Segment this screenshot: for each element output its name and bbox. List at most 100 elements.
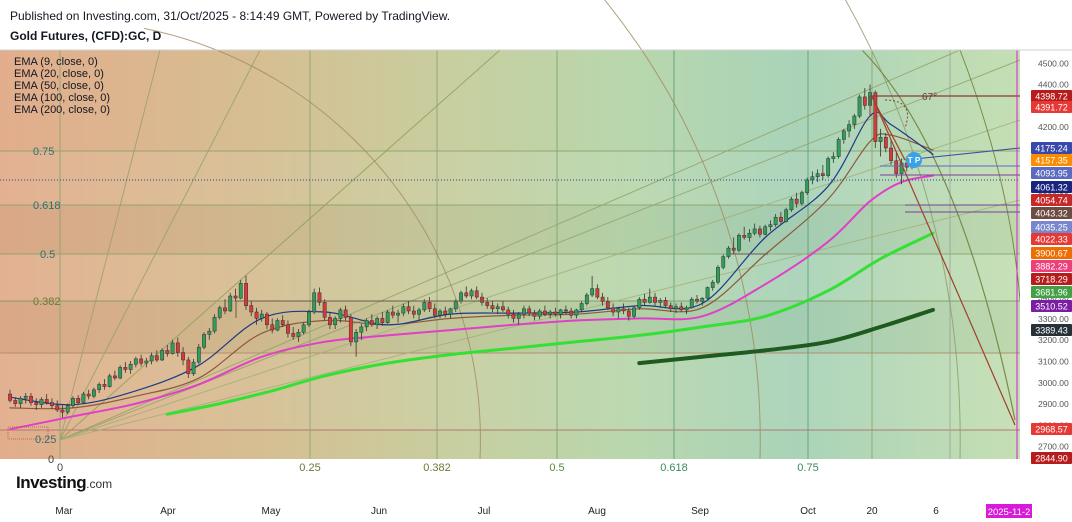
candle-body [600,296,605,302]
fib-band [0,353,1020,430]
y-tick-label: 4200.00 [1038,122,1069,132]
candle-body [611,307,616,313]
candle-body [165,350,170,354]
candle-body [118,367,123,379]
tp-marker-label: T P [908,156,921,165]
fib-band [0,254,1020,301]
legend-ema-9[interactable]: EMA (9, close, 0) [14,56,98,68]
downtrend-line [871,95,1016,426]
candle-body [149,355,154,362]
candle-body [847,124,851,132]
candle-body [212,317,217,332]
candle-body [191,361,196,375]
y-tick-label: 4500.00 [1038,58,1069,68]
candle-body [716,267,720,283]
candle-body [39,399,44,405]
candle-body [469,290,474,297]
candle-body [175,342,180,353]
candle-body [794,198,799,204]
candle-body [663,300,668,306]
candle-body [695,298,699,302]
fib-arc [143,27,481,460]
candle-body [464,292,469,297]
candle-body [490,305,495,310]
candle-body [516,313,521,319]
candle-body [29,395,33,403]
candle-body [97,384,102,390]
investing-logo[interactable]: Investing.com [16,473,112,493]
candle-body [773,216,778,225]
candle-body [286,324,290,334]
candle-body [244,283,248,306]
price-tag-label: 3718.29 [1035,275,1068,285]
candle-body [448,308,453,315]
candle-body [60,409,65,413]
price-tag-label: 3681.96 [1035,288,1068,298]
fib-label-bottom: 0.618 [660,462,688,474]
candle-body [700,297,705,302]
candle-body [296,332,301,337]
candle-body [50,402,54,406]
candle-body [432,308,437,316]
candle-body [459,292,463,302]
legend-ema-20[interactable]: EMA (20, close, 0) [14,68,104,80]
candle-body [548,311,553,315]
indicator-legend: EMA (9, close, 0) EMA (20, close, 0) EMA… [14,56,110,116]
legend-ema-100[interactable]: EMA (100, close, 0) [14,92,110,104]
candle-body [275,320,280,331]
fib-label-bottom: 0 [57,462,63,474]
fib-labels: 0.75 0.618 0.5 0.382 0.25 00 0.25 0.382 0.5 0.618… [33,146,819,474]
candle-body [480,296,484,303]
y-tick-label: 3300.00 [1038,314,1069,324]
fib-fan-ray [59,59,1021,441]
price-tag-label: 2844.90 [1035,454,1068,464]
candle-body [747,232,752,238]
price-tag-label: 3389.43 [1035,326,1068,336]
x-tick-label: Jul [478,506,491,517]
fib-band [0,205,1020,254]
candle-body [123,367,128,370]
logo-domain: .com [86,477,113,491]
ema-200-line [637,307,935,366]
y-tick-label: 4400.00 [1038,80,1069,90]
candle-body [820,173,825,176]
candle-body [343,309,348,318]
candle-body [139,358,144,364]
fib-label-bottom: 0.382 [423,462,451,474]
candle-body [13,400,18,404]
candle-body [396,312,400,316]
candle-body [474,290,479,298]
candle-body [495,306,500,310]
candle-body [637,298,642,308]
candle-body [317,292,322,303]
legend-ema-200[interactable]: EMA (200, close, 0) [14,104,110,116]
candle-body [511,313,516,319]
candle-body [18,398,23,404]
fib-label-left: 0.5 [40,249,55,261]
y-tick-label: 2900.00 [1038,399,1069,409]
candle-body [265,313,269,326]
candle-body [721,256,726,268]
legend-ema-50[interactable]: EMA (50, close, 0) [14,80,104,92]
price-tag-label: 3900.67 [1035,249,1068,259]
candle-body [883,137,888,149]
candle-body [841,130,846,140]
fib-arc [844,0,961,460]
price-tag-label: 4054.74 [1035,196,1068,206]
x-axis-background [0,459,1072,522]
tp-marker [906,152,922,168]
fib-fan-ray [59,199,1021,441]
candle-body [595,288,600,298]
candle-body [889,147,893,162]
candle-body [789,198,794,211]
candle-body [836,139,841,157]
candle-body [186,359,191,374]
candle-body [689,298,694,308]
candles [8,84,914,418]
fib-label-left: 0 [48,454,54,466]
candle-body [202,334,206,348]
candle-body [626,310,631,317]
candle-body [737,235,741,251]
fib-label-left: 0.25 [35,434,56,446]
candle-body [537,310,542,317]
